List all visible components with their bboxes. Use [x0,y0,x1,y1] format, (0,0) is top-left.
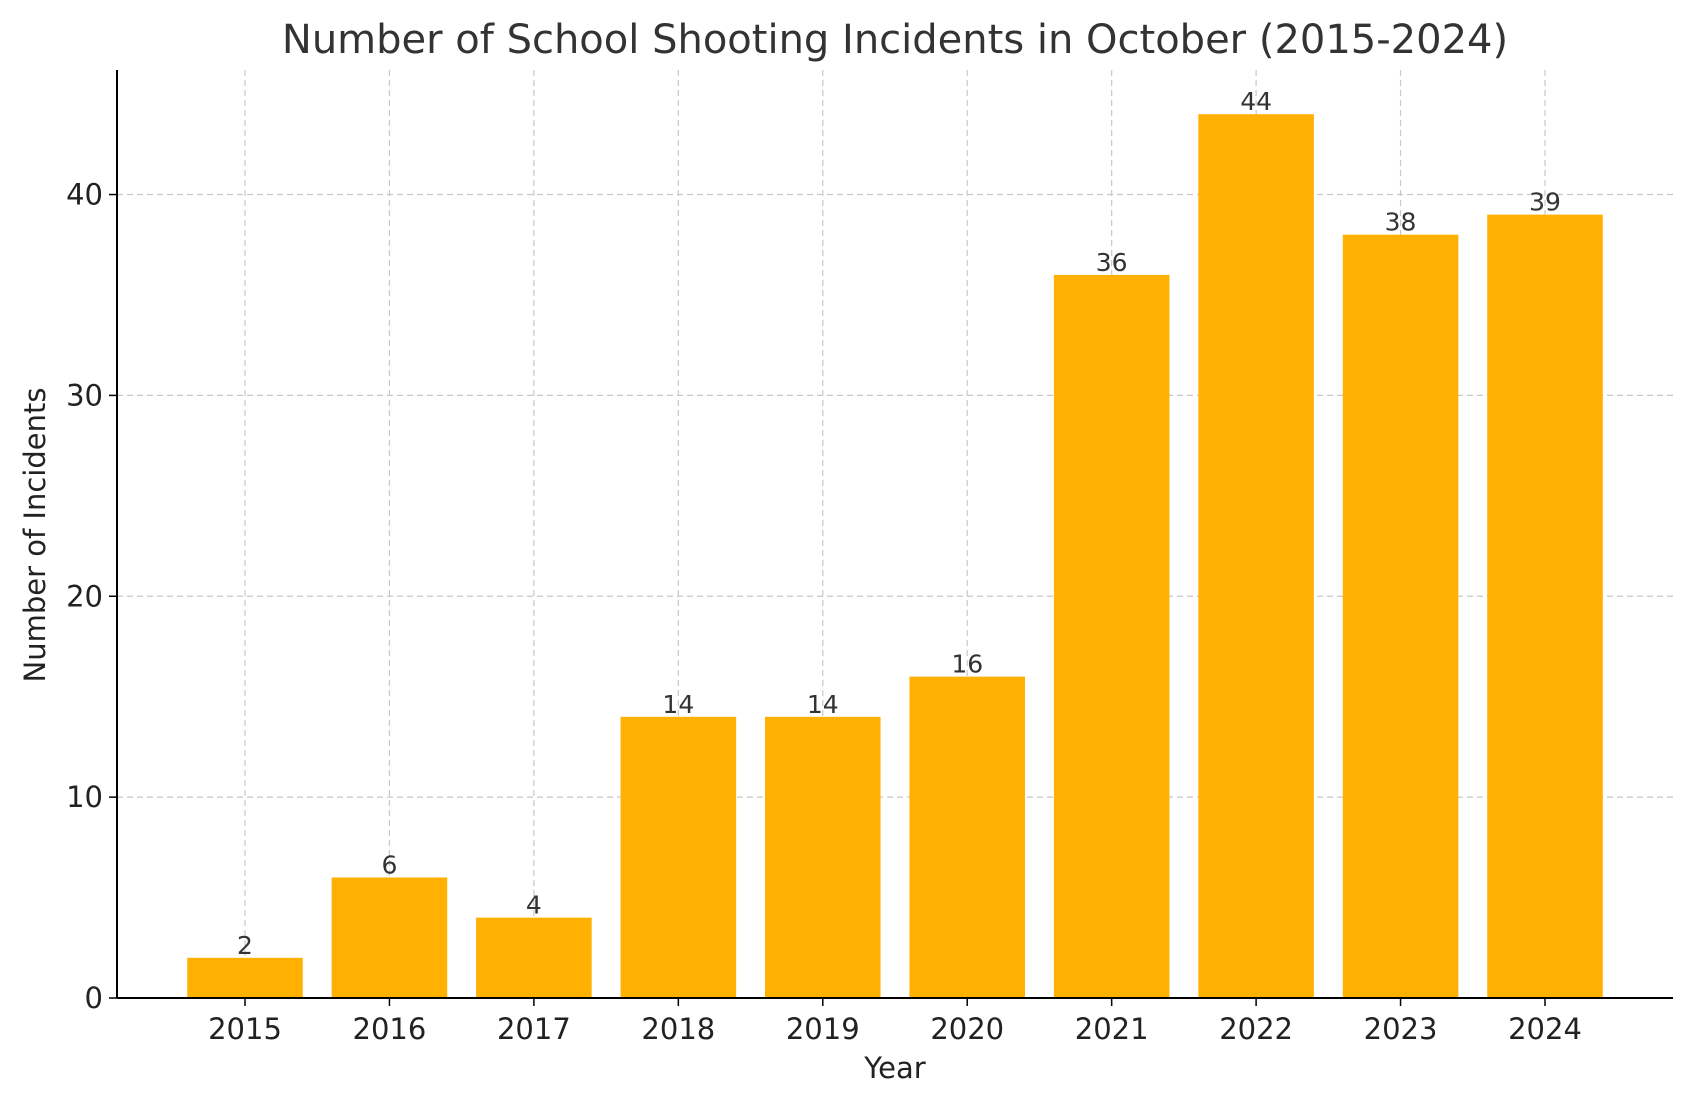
x-tick-label-2020: 2020 [930,1012,1004,1046]
bar-2023 [1342,234,1459,998]
data-label-2024: 39 [1529,188,1561,217]
x-tick-label-2022: 2022 [1219,1012,1293,1046]
x-tick-label-2015: 2015 [208,1012,282,1046]
x-tick-label-2018: 2018 [641,1012,715,1046]
x-tick-label-2021: 2021 [1075,1012,1149,1046]
data-label-2021: 36 [1096,248,1128,277]
data-label-2016: 6 [381,850,397,879]
bar-2019 [765,716,881,998]
x-tick-label-2017: 2017 [497,1012,571,1046]
bar-2015 [187,957,303,998]
x-tick-label-2024: 2024 [1508,1012,1582,1046]
data-label-2019: 14 [807,690,839,719]
bar-2022 [1198,114,1314,998]
y-tick-label: 30 [66,378,103,412]
x-tick-label-2023: 2023 [1364,1012,1438,1046]
axes [109,70,1673,1006]
bar-2017 [476,917,592,998]
data-label-2015: 2 [237,931,253,960]
bar-2021 [1053,274,1170,998]
x-axis-label: Year [863,1051,925,1085]
x-tick-label-2016: 2016 [353,1012,427,1046]
bar-2024 [1487,214,1603,998]
data-labels: 2 6 4 14 14 16 36 44 38 39 [237,87,1561,960]
y-tick-label: 20 [66,579,103,613]
bar-2020 [909,676,1025,998]
tick-labels: 0 10 20 30 40 2015 2016 2017 2018 2019 2020 2021 202… [66,178,1582,1046]
chart-title: Number of School Shooting Incidents in O… [282,17,1508,63]
y-tick-label: 10 [66,780,103,814]
x-tick-label-2019: 2019 [786,1012,860,1046]
data-label-2018: 14 [662,690,694,719]
data-label-2023: 38 [1385,208,1417,237]
y-tick-label: 40 [66,178,103,212]
y-axis-label: Number of Incidents [18,388,52,683]
data-label-2022: 44 [1240,87,1272,116]
data-label-2020: 16 [951,650,983,679]
bar-2016 [331,877,448,998]
bar-2018 [620,716,737,998]
y-tick-label: 0 [85,981,103,1015]
bars [187,114,1603,998]
data-label-2017: 4 [526,891,542,920]
